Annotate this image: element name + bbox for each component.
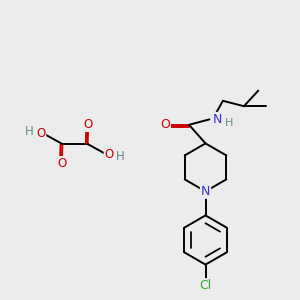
Text: H: H xyxy=(25,125,34,139)
Text: O: O xyxy=(160,118,170,131)
Text: H: H xyxy=(116,149,125,163)
Text: O: O xyxy=(105,148,114,161)
Text: O: O xyxy=(57,157,66,170)
Text: N: N xyxy=(212,113,222,126)
Text: Cl: Cl xyxy=(200,279,211,292)
Text: O: O xyxy=(36,127,45,140)
Text: N: N xyxy=(201,185,210,198)
Text: H: H xyxy=(224,118,233,128)
Text: O: O xyxy=(84,118,93,131)
